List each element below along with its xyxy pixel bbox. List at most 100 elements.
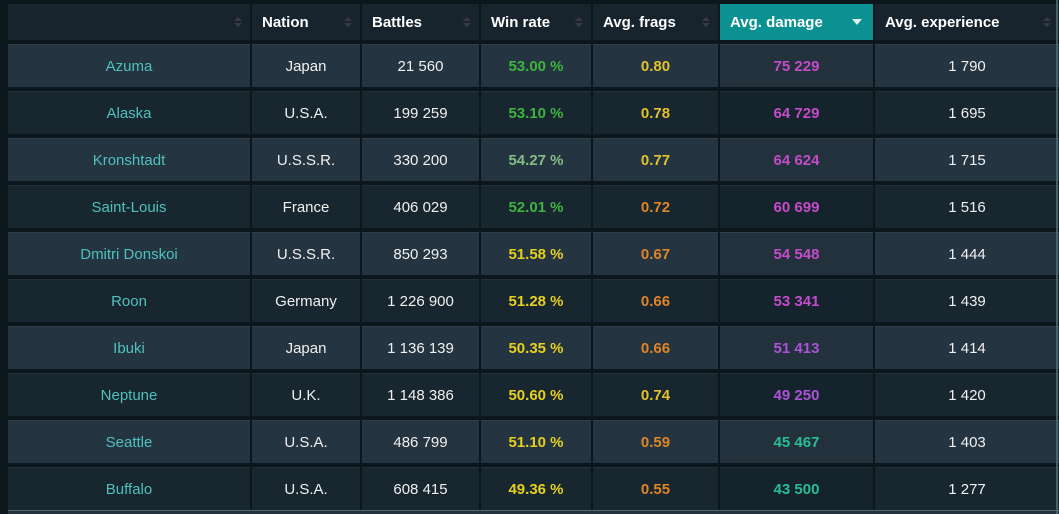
battles-cell: 486 799 xyxy=(362,420,479,463)
sort-toggle-icon xyxy=(463,17,471,27)
ship-name-cell: Alaska xyxy=(8,91,250,134)
battles-cell: 330 200 xyxy=(362,138,479,181)
avg-experience-cell: 1 444 xyxy=(875,232,1059,275)
avg-experience-cell: 1 420 xyxy=(875,373,1059,416)
ship-name-link[interactable]: Saint-Louis xyxy=(91,198,167,216)
column-header-ship[interactable] xyxy=(8,4,250,40)
column-header-label: Win rate xyxy=(491,13,551,31)
column-header-nation[interactable]: Nation xyxy=(252,4,360,40)
sort-toggle-icon xyxy=(1043,17,1051,27)
avg-experience-cell: 1 414 xyxy=(875,326,1059,369)
avg-experience-cell: 1 715 xyxy=(875,138,1059,181)
win-rate-cell: 53.10 % xyxy=(481,91,591,134)
avg-experience-cell: 1 516 xyxy=(875,185,1059,228)
win-rate-cell: 51.10 % xyxy=(481,420,591,463)
nation-cell: U.S.S.R. xyxy=(252,232,360,275)
ship-name-link[interactable]: Ibuki xyxy=(113,339,145,357)
avg-frags-cell: 0.80 xyxy=(593,44,718,87)
battles-cell: 21 560 xyxy=(362,44,479,87)
win-rate-cell: 51.58 % xyxy=(481,232,591,275)
battles-cell: 1 148 386 xyxy=(362,373,479,416)
column-header-avg-experience[interactable]: Avg. experience xyxy=(875,4,1059,40)
avg-frags-cell: 0.59 xyxy=(593,420,718,463)
ship-name-cell: Neptune xyxy=(8,373,250,416)
battles-cell: 1 226 900 xyxy=(362,279,479,322)
column-header-label: Avg. frags xyxy=(603,13,676,31)
column-header-label: Battles xyxy=(372,13,423,31)
table-header-row: Nation Battles Win rate Avg. frags Avg. dama… xyxy=(8,4,1059,40)
avg-damage-cell: 54 548 xyxy=(720,232,873,275)
win-rate-cell: 50.35 % xyxy=(481,326,591,369)
avg-damage-cell: 64 624 xyxy=(720,138,873,181)
nation-cell: U.K. xyxy=(252,373,360,416)
table-row: Buffalo U.S.A. 608 415 49.36 % 0.55 43 500 1 2… xyxy=(8,467,1059,510)
avg-damage-cell: 49 250 xyxy=(720,373,873,416)
ship-name-link[interactable]: Alaska xyxy=(106,104,152,122)
ship-name-cell: Dmitri Donskoi xyxy=(8,232,250,275)
table-row: Azuma Japan 21 560 53.00 % 0.80 75 229 1 790 xyxy=(8,44,1059,87)
avg-experience-cell: 1 403 xyxy=(875,420,1059,463)
sort-desc-icon xyxy=(852,19,862,25)
table-row: Seattle U.S.A. 486 799 51.10 % 0.59 45 467 1 4… xyxy=(8,420,1059,463)
avg-damage-cell: 45 467 xyxy=(720,420,873,463)
sort-toggle-icon xyxy=(234,17,242,27)
scrollbar[interactable] xyxy=(1056,0,1058,514)
avg-frags-cell: 0.78 xyxy=(593,91,718,134)
battles-cell: 199 259 xyxy=(362,91,479,134)
table-row: Saint-Louis France 406 029 52.01 % 0.72 60 69… xyxy=(8,185,1059,228)
sort-toggle-icon xyxy=(702,17,710,27)
nation-cell: Germany xyxy=(252,279,360,322)
ship-name-link[interactable]: Buffalo xyxy=(105,480,153,498)
ship-name-cell: Seattle xyxy=(8,420,250,463)
column-header-label: Avg. experience xyxy=(885,13,1000,31)
win-rate-cell: 49.36 % xyxy=(481,467,591,510)
ship-name-link[interactable]: Dmitri Donskoi xyxy=(80,245,178,263)
battles-cell: 608 415 xyxy=(362,467,479,510)
ship-name-cell: Roon xyxy=(8,279,250,322)
avg-frags-cell: 0.66 xyxy=(593,326,718,369)
nation-cell: Japan xyxy=(252,326,360,369)
avg-frags-cell: 0.77 xyxy=(593,138,718,181)
battles-cell: 406 029 xyxy=(362,185,479,228)
nation-cell: U.S.A. xyxy=(252,91,360,134)
nation-cell: Japan xyxy=(252,44,360,87)
ship-name-cell: Kronshtadt xyxy=(8,138,250,181)
sort-toggle-icon xyxy=(344,17,352,27)
avg-damage-cell: 51 413 xyxy=(720,326,873,369)
avg-experience-cell: 1 439 xyxy=(875,279,1059,322)
avg-frags-cell: 0.67 xyxy=(593,232,718,275)
win-rate-cell: 51.28 % xyxy=(481,279,591,322)
ship-name-cell: Buffalo xyxy=(8,467,250,510)
ship-name-link[interactable]: Azuma xyxy=(105,57,153,75)
win-rate-cell: 52.01 % xyxy=(481,185,591,228)
avg-damage-cell: 53 341 xyxy=(720,279,873,322)
column-header-label: Nation xyxy=(262,13,309,31)
win-rate-cell: 53.00 % xyxy=(481,44,591,87)
ship-name-link[interactable]: Roon xyxy=(111,292,147,310)
battles-cell: 850 293 xyxy=(362,232,479,275)
column-header-avg-damage[interactable]: Avg. damage xyxy=(720,4,873,40)
avg-experience-cell: 1 277 xyxy=(875,467,1059,510)
nation-cell: U.S.S.R. xyxy=(252,138,360,181)
table-row: Roon Germany 1 226 900 51.28 % 0.66 53 341 1 4… xyxy=(8,279,1059,322)
table-body: Azuma Japan 21 560 53.00 % 0.80 75 229 1 790 Al… xyxy=(8,44,1059,510)
avg-damage-cell: 43 500 xyxy=(720,467,873,510)
nation-cell: U.S.A. xyxy=(252,420,360,463)
ship-name-link[interactable]: Neptune xyxy=(100,386,158,404)
avg-frags-cell: 0.55 xyxy=(593,467,718,510)
ship-name-cell: Azuma xyxy=(8,44,250,87)
sort-toggle-icon xyxy=(575,17,583,27)
nation-cell: France xyxy=(252,185,360,228)
ship-name-link[interactable]: Seattle xyxy=(105,433,153,451)
column-header-win-rate[interactable]: Win rate xyxy=(481,4,591,40)
column-header-battles[interactable]: Battles xyxy=(362,4,479,40)
ship-name-link[interactable]: Kronshtadt xyxy=(92,151,166,169)
column-header-label: Avg. damage xyxy=(730,13,823,31)
avg-frags-cell: 0.74 xyxy=(593,373,718,416)
avg-damage-cell: 75 229 xyxy=(720,44,873,87)
column-header-avg-frags[interactable]: Avg. frags xyxy=(593,4,718,40)
win-rate-cell: 54.27 % xyxy=(481,138,591,181)
avg-experience-cell: 1 790 xyxy=(875,44,1059,87)
table-row: Ibuki Japan 1 136 139 50.35 % 0.66 51 413 1 41… xyxy=(8,326,1059,369)
